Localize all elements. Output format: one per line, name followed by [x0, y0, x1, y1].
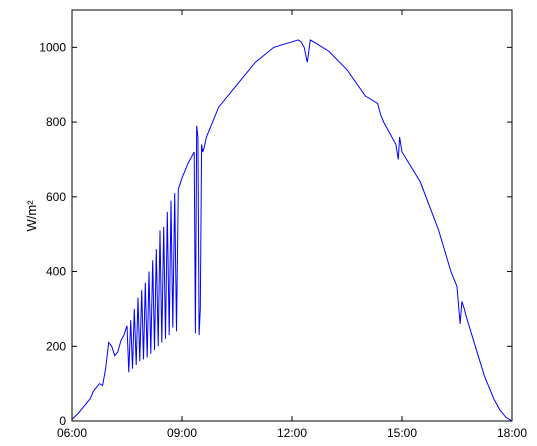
y-axis-ticks: 0 200 400 600 800 1000	[39, 40, 512, 428]
x-tick-label: 15:00	[387, 426, 417, 440]
x-tick-label: 09:00	[167, 426, 197, 440]
irradiance-series-line	[71, 39, 513, 422]
plot-frame	[71, 9, 513, 422]
x-tick-label: 06:00	[57, 426, 87, 440]
y-tick-label: 600	[46, 190, 66, 204]
y-tick-label: 0	[59, 414, 66, 428]
y-tick-label: 800	[46, 115, 66, 129]
x-tick-label: 18:00	[497, 426, 527, 440]
x-tick-label: 12:00	[277, 426, 307, 440]
x-axis-ticks: 06:00 09:00 12:00 15:00 18:00	[57, 10, 527, 440]
plot-background	[72, 10, 512, 421]
y-tick-label: 400	[46, 265, 66, 279]
y-tick-label: 1000	[39, 40, 66, 54]
y-axis-label: W/m²	[24, 200, 39, 232]
y-tick-label: 200	[46, 339, 66, 353]
